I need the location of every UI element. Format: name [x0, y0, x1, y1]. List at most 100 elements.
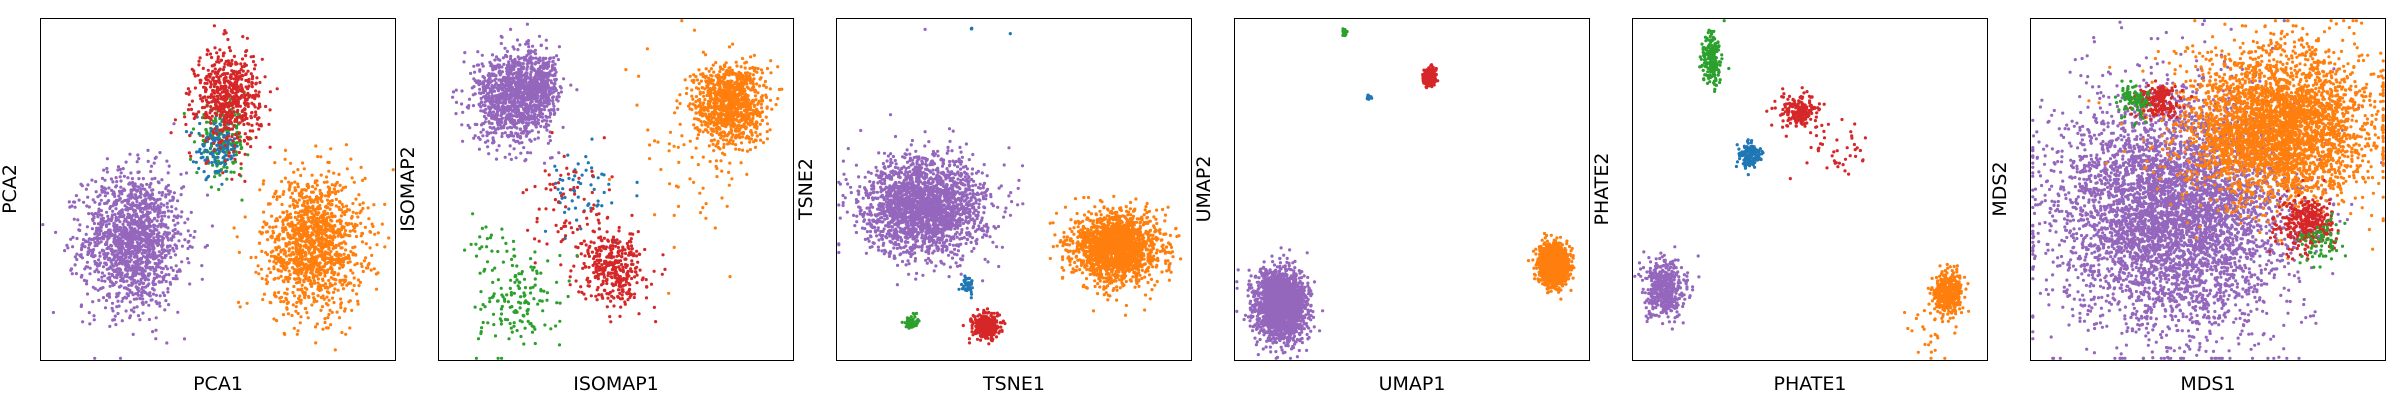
- scatter-point: [249, 255, 253, 260]
- scatter-point: [243, 132, 247, 136]
- scatter-point: [326, 211, 330, 216]
- scatter-point: [166, 183, 171, 187]
- scatter-point: [264, 230, 269, 234]
- scatter-point: [120, 278, 124, 283]
- scatter-point: [344, 257, 348, 261]
- scatter-point: [302, 264, 306, 268]
- scatter-point: [131, 180, 135, 185]
- scatter-point: [198, 94, 202, 98]
- scatter-point: [208, 85, 213, 89]
- scatter-point: [248, 136, 252, 140]
- scatter-point: [340, 330, 344, 335]
- scatter-point: [230, 62, 234, 66]
- scatter-point: [91, 217, 95, 221]
- scatter-point: [510, 126, 514, 130]
- scatter-point: [526, 151, 530, 155]
- scatter-point: [282, 190, 286, 194]
- scatter-point: [198, 121, 202, 126]
- scatter-point: [232, 170, 236, 174]
- scatter-point: [330, 215, 334, 219]
- scatter-point: [292, 170, 296, 174]
- scatter-point: [158, 304, 162, 308]
- scatter-plot-pca: [41, 24, 395, 360]
- scatter-point: [110, 232, 114, 236]
- scatter-point: [506, 76, 510, 80]
- scatter-point: [273, 161, 277, 165]
- scatter-point: [109, 280, 113, 284]
- scatter-point: [500, 79, 504, 84]
- scatter-point: [233, 119, 237, 123]
- scatter-point: [264, 278, 268, 282]
- scatter-point: [108, 324, 112, 328]
- scatter-point: [69, 237, 73, 241]
- scatter-point: [327, 257, 331, 261]
- scatter-point: [66, 246, 70, 250]
- scatter-point: [300, 210, 304, 214]
- scatter-point: [230, 127, 234, 131]
- scatter-point: [265, 274, 269, 278]
- scatter-point: [122, 174, 126, 178]
- scatter-point: [518, 116, 522, 120]
- scatter-point: [315, 213, 320, 217]
- scatter-point: [553, 62, 557, 66]
- scatter-point: [218, 48, 222, 52]
- scatter-point: [491, 141, 495, 145]
- scatter-point: [352, 283, 356, 288]
- scatter-point: [284, 296, 288, 300]
- scatter-point: [297, 238, 301, 242]
- scatter-point: [229, 75, 233, 79]
- scatter-point: [218, 146, 222, 150]
- scatter-point: [212, 122, 216, 126]
- scatter-point: [161, 278, 166, 282]
- scatter-point: [274, 190, 278, 194]
- scatter-point: [204, 76, 208, 80]
- scatter-point: [502, 75, 506, 79]
- scatter-point: [338, 220, 342, 224]
- scatter-point: [247, 122, 251, 126]
- scatter-point: [371, 224, 375, 228]
- scatter-point: [107, 272, 111, 276]
- scatter-point: [243, 152, 247, 156]
- scatter-point: [92, 314, 96, 318]
- scatter-point: [100, 190, 104, 194]
- scatter-point: [327, 278, 331, 283]
- scatter-point: [215, 113, 219, 117]
- scatter-point: [305, 195, 309, 199]
- scatter-point: [122, 219, 126, 223]
- scatter-point: [126, 176, 130, 180]
- scatter-point: [157, 191, 161, 195]
- scatter-point: [148, 260, 152, 264]
- scatter-point: [140, 251, 144, 255]
- scatter-point: [215, 74, 219, 79]
- scatter-point: [239, 166, 243, 170]
- scatter-point: [135, 262, 139, 266]
- scatter-point: [208, 80, 213, 84]
- scatter-point: [117, 304, 121, 308]
- scatter-point: [327, 160, 331, 165]
- scatter-point: [271, 195, 275, 199]
- scatter-point: [271, 225, 275, 229]
- scatter-point: [229, 170, 233, 174]
- scatter-point: [180, 244, 184, 248]
- scatter-point: [315, 299, 319, 303]
- scatter-point: [358, 280, 362, 284]
- scatter-point: [201, 142, 205, 147]
- scatter-point: [314, 220, 318, 224]
- scatter-point: [473, 92, 477, 96]
- scatter-point: [111, 209, 115, 213]
- scatter-point: [268, 90, 272, 94]
- scatter-point: [160, 256, 165, 260]
- scatter-point: [522, 116, 526, 121]
- scatter-point: [101, 296, 106, 300]
- scatter-point: [167, 251, 171, 255]
- scatter-point: [534, 56, 538, 60]
- scatter-point: [150, 193, 154, 197]
- scatter-point: [202, 170, 206, 174]
- scatter-point: [132, 278, 136, 282]
- scatter-point: [232, 153, 236, 157]
- scatter-point: [240, 77, 244, 81]
- scatter-point: [244, 63, 248, 67]
- scatter-point: [311, 264, 315, 268]
- scatter-point: [144, 245, 149, 249]
- scatter-point: [109, 205, 113, 209]
